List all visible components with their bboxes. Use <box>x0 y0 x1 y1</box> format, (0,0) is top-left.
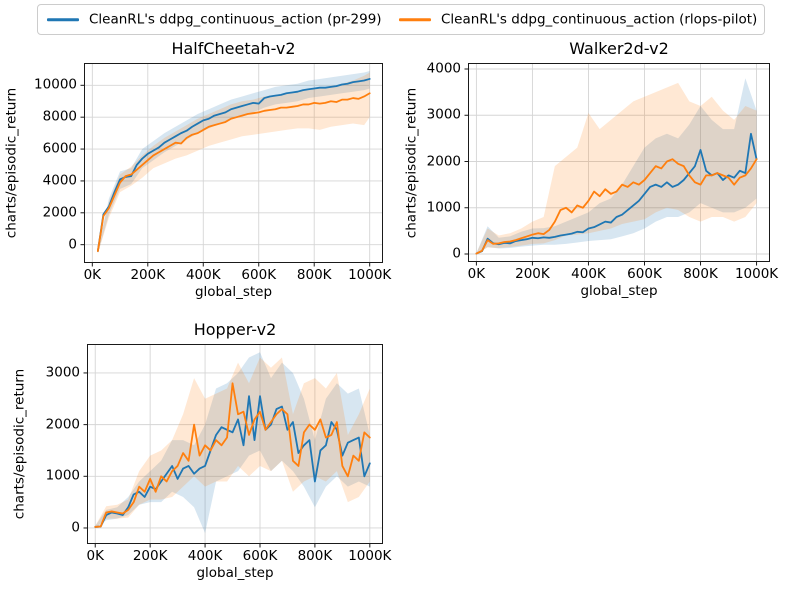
x-tick-label: 400K <box>571 266 606 282</box>
legend-item-pr-299: CleanRL's ddpg_continuous_action (pr-299… <box>47 10 382 27</box>
chart-title: Walker2d-v2 <box>569 39 669 59</box>
x-tick-label: 1000K <box>348 267 392 283</box>
y-tick-labels: 0 2000 4000 6000 8000 10000 <box>14 63 84 263</box>
y-tick-labels: 0 1000 2000 3000 4000 <box>398 60 468 262</box>
legend-line-sample-blue <box>47 18 79 21</box>
x-tick-label: 400K <box>187 548 223 564</box>
x-tick-labels: 0K 200K 400K 600K 800K 1000K <box>83 263 392 285</box>
x-tick-labels: 0K 200K 400K 600K 800K 1000K <box>467 262 778 284</box>
plot-area <box>80 63 383 267</box>
x-axis-label: global_step <box>194 284 273 300</box>
y-tick-label: 3000 <box>45 364 80 381</box>
x-tick-label: 800K <box>296 267 332 283</box>
legend-label: CleanRL's ddpg_continuous_action (pr-299… <box>89 10 382 27</box>
y-tick-labels: 0 1000 2000 3000 <box>17 344 87 544</box>
x-tick-label: 200K <box>515 266 550 282</box>
y-tick-label: 4000 <box>426 60 461 77</box>
x-tick-label: 800K <box>297 548 333 564</box>
x-tick-label: 400K <box>185 267 221 283</box>
y-tick-label: 0 <box>452 245 461 262</box>
x-tick-label: 600K <box>242 548 278 564</box>
plot-area <box>83 344 383 548</box>
x-tick-label: 800K <box>683 266 718 282</box>
y-tick-label: 4000 <box>42 172 77 189</box>
y-tick-label: 3000 <box>426 106 461 123</box>
x-axis-label: global_step <box>580 283 658 299</box>
x-tick-label: 0K <box>83 267 102 283</box>
subplot-walker2d: Walker2d-v2 charts/episodic_return 0 1000… <box>404 40 779 298</box>
x-axis-label: global_step <box>196 565 274 581</box>
y-tick-label: 0 <box>68 235 77 252</box>
y-tick-label: 8000 <box>42 108 77 125</box>
plot-area <box>464 63 770 266</box>
x-tick-label: 0K <box>86 548 104 564</box>
subplot-hopper: Hopper-v2 charts/episodic_return 0 1000 20… <box>12 321 392 580</box>
y-tick-label: 10000 <box>34 76 77 93</box>
legend-line-sample-orange <box>399 18 431 21</box>
legend-item-rlops-pilot: CleanRL's ddpg_continuous_action (rlops-… <box>399 10 758 27</box>
x-tick-label: 200K <box>130 267 166 283</box>
chart-title: HalfCheetah-v2 <box>171 39 296 59</box>
y-tick-label: 2000 <box>426 152 461 169</box>
legend-label: CleanRL's ddpg_continuous_action (rlops-… <box>441 10 758 27</box>
chart-title: Hopper-v2 <box>193 320 277 340</box>
x-tick-labels: 0K 200K 400K 600K 800K 1000K <box>86 544 392 566</box>
legend: CleanRL's ddpg_continuous_action (pr-299… <box>37 4 765 35</box>
y-tick-label: 2000 <box>45 415 80 432</box>
x-tick-label: 1000K <box>348 548 392 564</box>
x-tick-label: 200K <box>132 548 168 564</box>
y-tick-label: 6000 <box>42 140 77 157</box>
x-tick-label: 1000K <box>734 266 779 282</box>
x-tick-label: 0K <box>467 266 486 282</box>
y-tick-label: 1000 <box>426 199 461 215</box>
x-tick-label: 600K <box>241 267 277 283</box>
y-tick-label: 1000 <box>45 467 80 484</box>
y-tick-label: 0 <box>71 519 80 536</box>
y-tick-label: 2000 <box>42 204 77 221</box>
x-tick-label: 600K <box>627 266 662 282</box>
